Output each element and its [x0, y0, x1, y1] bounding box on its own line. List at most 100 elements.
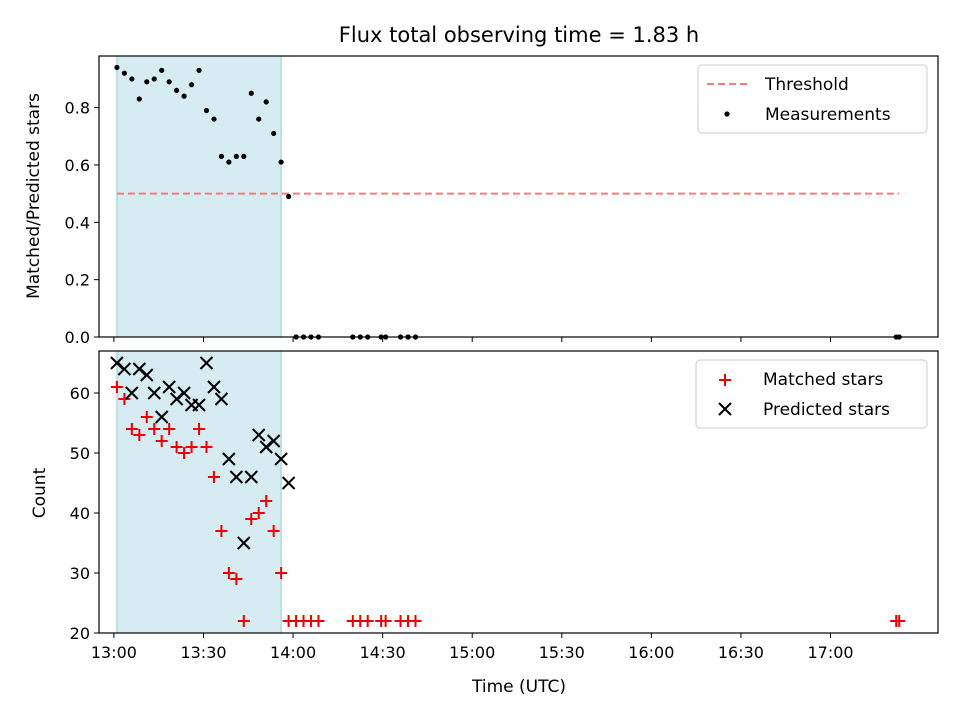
predicted-star-point [252, 428, 266, 442]
legend-matched-label: Matched stars [763, 370, 883, 390]
x-tick-label: 17:00 [807, 643, 853, 662]
matched-star-point [379, 615, 392, 627]
matched-star-point [275, 567, 288, 579]
measurement-point [151, 76, 157, 82]
matched-star-point [267, 525, 280, 537]
matched-star-point [178, 447, 191, 459]
predicted-star-point [229, 470, 244, 484]
predicted-star-point [125, 386, 139, 400]
predicted-star-point [222, 452, 236, 466]
legend-predicted-label: Predicted stars [763, 400, 890, 420]
matched-star-point [200, 441, 213, 453]
measurement-point [188, 82, 195, 88]
predicted-star-point [169, 392, 184, 406]
measurement-point [144, 79, 150, 85]
predicted-star-point [207, 380, 221, 394]
ratio-panel: 0.0 0.2 0.4 0.6 0.8 [65, 55, 939, 347]
matched-star-point [125, 423, 138, 435]
bottom-legend-box [695, 359, 928, 429]
matched-star-point [230, 573, 243, 585]
measurement-point [121, 70, 127, 76]
matched-star-point [148, 423, 161, 435]
legend-measurements-swatch [724, 111, 730, 117]
measurement-point [226, 159, 232, 165]
predicted-star-point [162, 380, 176, 394]
top-y-axis-label: Matched/Predicted stars [24, 93, 44, 299]
matched-star-point [215, 525, 228, 537]
matched-star-point [222, 567, 235, 579]
matched-star-point [312, 615, 325, 627]
top-y-tick-label: 0.8 [65, 99, 90, 118]
legend-predicted-swatch [718, 402, 732, 416]
predicted-star-point [147, 386, 161, 400]
counts-panel: 20 30 40 50 60 13:00 13:30 14:00 14:30 15:00 15:30… [70, 350, 939, 662]
matched-star-point [140, 411, 153, 423]
bottom-y-tick-label: 20 [70, 624, 90, 643]
measurement-point [241, 153, 247, 159]
x-tick-label: 16:30 [718, 643, 764, 662]
matched-star-point [237, 615, 250, 627]
bottom-y-tick-label: 30 [70, 564, 90, 583]
predicted-star-point [192, 398, 206, 412]
x-tick-label: 15:30 [539, 643, 585, 662]
matched-star-point [361, 615, 374, 627]
bottom-y-tick-label: 40 [70, 504, 90, 523]
top-y-tick-label: 0.0 [65, 328, 90, 347]
chart-title: Flux total observing time = 1.83 h [339, 23, 699, 47]
top-y-tick-label: 0.4 [65, 213, 90, 232]
predicted-star-point [259, 440, 273, 454]
x-tick-label: 14:00 [270, 643, 316, 662]
predicted-star-point [154, 410, 169, 424]
matched-star-point [110, 381, 123, 393]
bottom-y-axis-label: Count [30, 467, 50, 518]
predicted-star-point [274, 452, 288, 466]
measurement-point [278, 159, 284, 165]
predicted-star-point [237, 536, 251, 550]
measurement-point [159, 67, 165, 73]
bottom-observing-span [116, 350, 282, 634]
matched-star-point [893, 615, 906, 627]
bottom-legend: Matched stars Predicted stars [695, 359, 928, 429]
measurement-point [233, 153, 239, 159]
top-legend-box [697, 64, 928, 134]
predicted-star-point [281, 476, 296, 490]
measurement-point [174, 87, 180, 94]
matched-star-point [193, 423, 206, 435]
measurement-point [203, 107, 210, 114]
top-y-tick-label: 0.2 [65, 271, 90, 290]
matched-star-point [185, 441, 198, 453]
predicted-star-point [110, 356, 124, 370]
x-tick-label: 13:00 [91, 643, 137, 662]
matched-star-point [118, 393, 131, 405]
measurement-point [263, 99, 269, 105]
x-tick-label: 15:00 [449, 643, 495, 662]
measurement-point [248, 90, 254, 96]
predicted-star-point [199, 356, 214, 370]
matched-star-point [245, 513, 258, 525]
bottom-y-tick-label: 50 [70, 444, 90, 463]
predicted-star-point [244, 470, 258, 484]
predicted-star-point [266, 434, 281, 448]
legend-threshold-label: Threshold [764, 75, 849, 95]
measurement-point [181, 93, 187, 99]
matched-star-point [155, 435, 168, 447]
predicted-star-point [132, 362, 147, 376]
matched-star-point [133, 429, 146, 441]
measurement-point [114, 64, 120, 71]
matched-star-point [260, 495, 273, 507]
matched-star-point [170, 441, 183, 453]
x-tick-label: 16:00 [628, 643, 674, 662]
matched-star-point [252, 507, 265, 519]
legend-matched-swatch [719, 374, 731, 386]
measurement-point [285, 193, 292, 200]
measurement-point [129, 76, 135, 82]
top-axes-frame [98, 55, 939, 338]
matched-star-point [409, 615, 422, 627]
bottom-axes-frame [98, 350, 939, 634]
measurement-point [271, 130, 277, 137]
top-y-tick-label: 0.6 [65, 156, 90, 175]
top-observing-span [116, 55, 282, 338]
x-tick-label: 13:30 [180, 643, 226, 662]
predicted-star-point [140, 368, 154, 382]
